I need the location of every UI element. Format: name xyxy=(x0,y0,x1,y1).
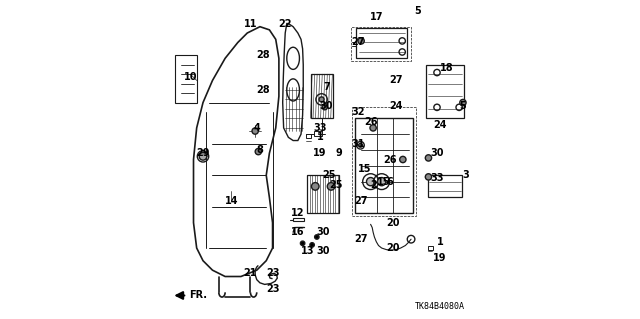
Text: 33: 33 xyxy=(430,174,444,183)
Text: 22: 22 xyxy=(278,19,292,28)
Text: 14: 14 xyxy=(225,196,238,206)
Bar xyxy=(351,107,417,216)
Text: 1: 1 xyxy=(436,237,444,247)
Text: 21: 21 xyxy=(244,268,257,278)
Text: 5: 5 xyxy=(415,6,421,16)
Text: 19: 19 xyxy=(313,148,327,158)
Text: 25: 25 xyxy=(323,170,336,180)
Bar xyxy=(428,175,462,197)
Text: 30: 30 xyxy=(316,246,330,256)
Text: FR.: FR. xyxy=(189,291,207,300)
Text: 24: 24 xyxy=(389,101,403,111)
Text: 30: 30 xyxy=(319,101,333,111)
Text: 20: 20 xyxy=(386,218,399,228)
Circle shape xyxy=(199,152,207,160)
Circle shape xyxy=(310,243,314,247)
Circle shape xyxy=(327,182,335,190)
Text: 27: 27 xyxy=(389,76,403,85)
Bar xyxy=(356,28,407,58)
Bar xyxy=(310,74,333,118)
Text: 16: 16 xyxy=(291,227,305,237)
Text: 27: 27 xyxy=(355,196,368,206)
Circle shape xyxy=(255,148,262,155)
Text: 11: 11 xyxy=(244,19,257,28)
Text: 19: 19 xyxy=(433,253,447,263)
Text: 26: 26 xyxy=(364,116,378,127)
Text: 25: 25 xyxy=(329,180,342,190)
Text: 10: 10 xyxy=(184,72,197,82)
Circle shape xyxy=(400,156,406,163)
Text: 23: 23 xyxy=(266,268,279,278)
Text: 15: 15 xyxy=(376,177,390,187)
Circle shape xyxy=(315,235,319,239)
Text: 32: 32 xyxy=(351,107,365,117)
Bar xyxy=(351,27,411,62)
Text: 12: 12 xyxy=(291,208,305,218)
Text: 8: 8 xyxy=(257,145,263,155)
Text: 20: 20 xyxy=(386,243,399,253)
Text: 1: 1 xyxy=(317,132,323,142)
Text: 9: 9 xyxy=(335,148,342,158)
Circle shape xyxy=(378,178,386,186)
Circle shape xyxy=(358,38,364,44)
Text: 24: 24 xyxy=(433,120,447,130)
Text: 27: 27 xyxy=(355,234,368,243)
Bar xyxy=(428,247,433,250)
Bar xyxy=(426,65,464,118)
Text: 29: 29 xyxy=(196,148,210,158)
Circle shape xyxy=(426,174,431,180)
Text: 28: 28 xyxy=(256,85,270,95)
Circle shape xyxy=(312,182,319,190)
Bar xyxy=(355,118,413,213)
Circle shape xyxy=(367,178,374,186)
Text: 30: 30 xyxy=(316,227,330,237)
Text: 5: 5 xyxy=(459,101,466,111)
Circle shape xyxy=(370,125,376,131)
Text: 4: 4 xyxy=(253,123,260,133)
Bar xyxy=(293,218,304,221)
Text: 3: 3 xyxy=(462,170,469,180)
Text: TK84B4080A: TK84B4080A xyxy=(415,302,465,311)
Text: 15: 15 xyxy=(358,164,371,174)
Circle shape xyxy=(358,143,362,147)
Text: 30: 30 xyxy=(430,148,444,158)
Circle shape xyxy=(322,105,327,110)
Bar xyxy=(306,134,310,138)
Bar xyxy=(314,131,321,136)
Text: 26: 26 xyxy=(383,154,396,165)
Circle shape xyxy=(300,241,305,246)
Text: 2: 2 xyxy=(371,180,377,190)
Text: 18: 18 xyxy=(440,63,453,73)
Text: 7: 7 xyxy=(323,82,330,92)
Text: 6: 6 xyxy=(386,177,393,187)
Text: 27: 27 xyxy=(351,38,365,48)
Bar xyxy=(307,175,339,213)
Text: 31: 31 xyxy=(351,139,365,149)
Text: 33: 33 xyxy=(313,123,327,133)
Circle shape xyxy=(252,128,259,134)
Circle shape xyxy=(319,97,324,102)
Text: 23: 23 xyxy=(266,284,279,294)
Circle shape xyxy=(426,155,431,161)
Circle shape xyxy=(460,100,466,106)
Text: 13: 13 xyxy=(301,246,314,256)
Text: 17: 17 xyxy=(370,12,383,22)
Bar xyxy=(175,55,196,103)
Text: 28: 28 xyxy=(256,50,270,60)
